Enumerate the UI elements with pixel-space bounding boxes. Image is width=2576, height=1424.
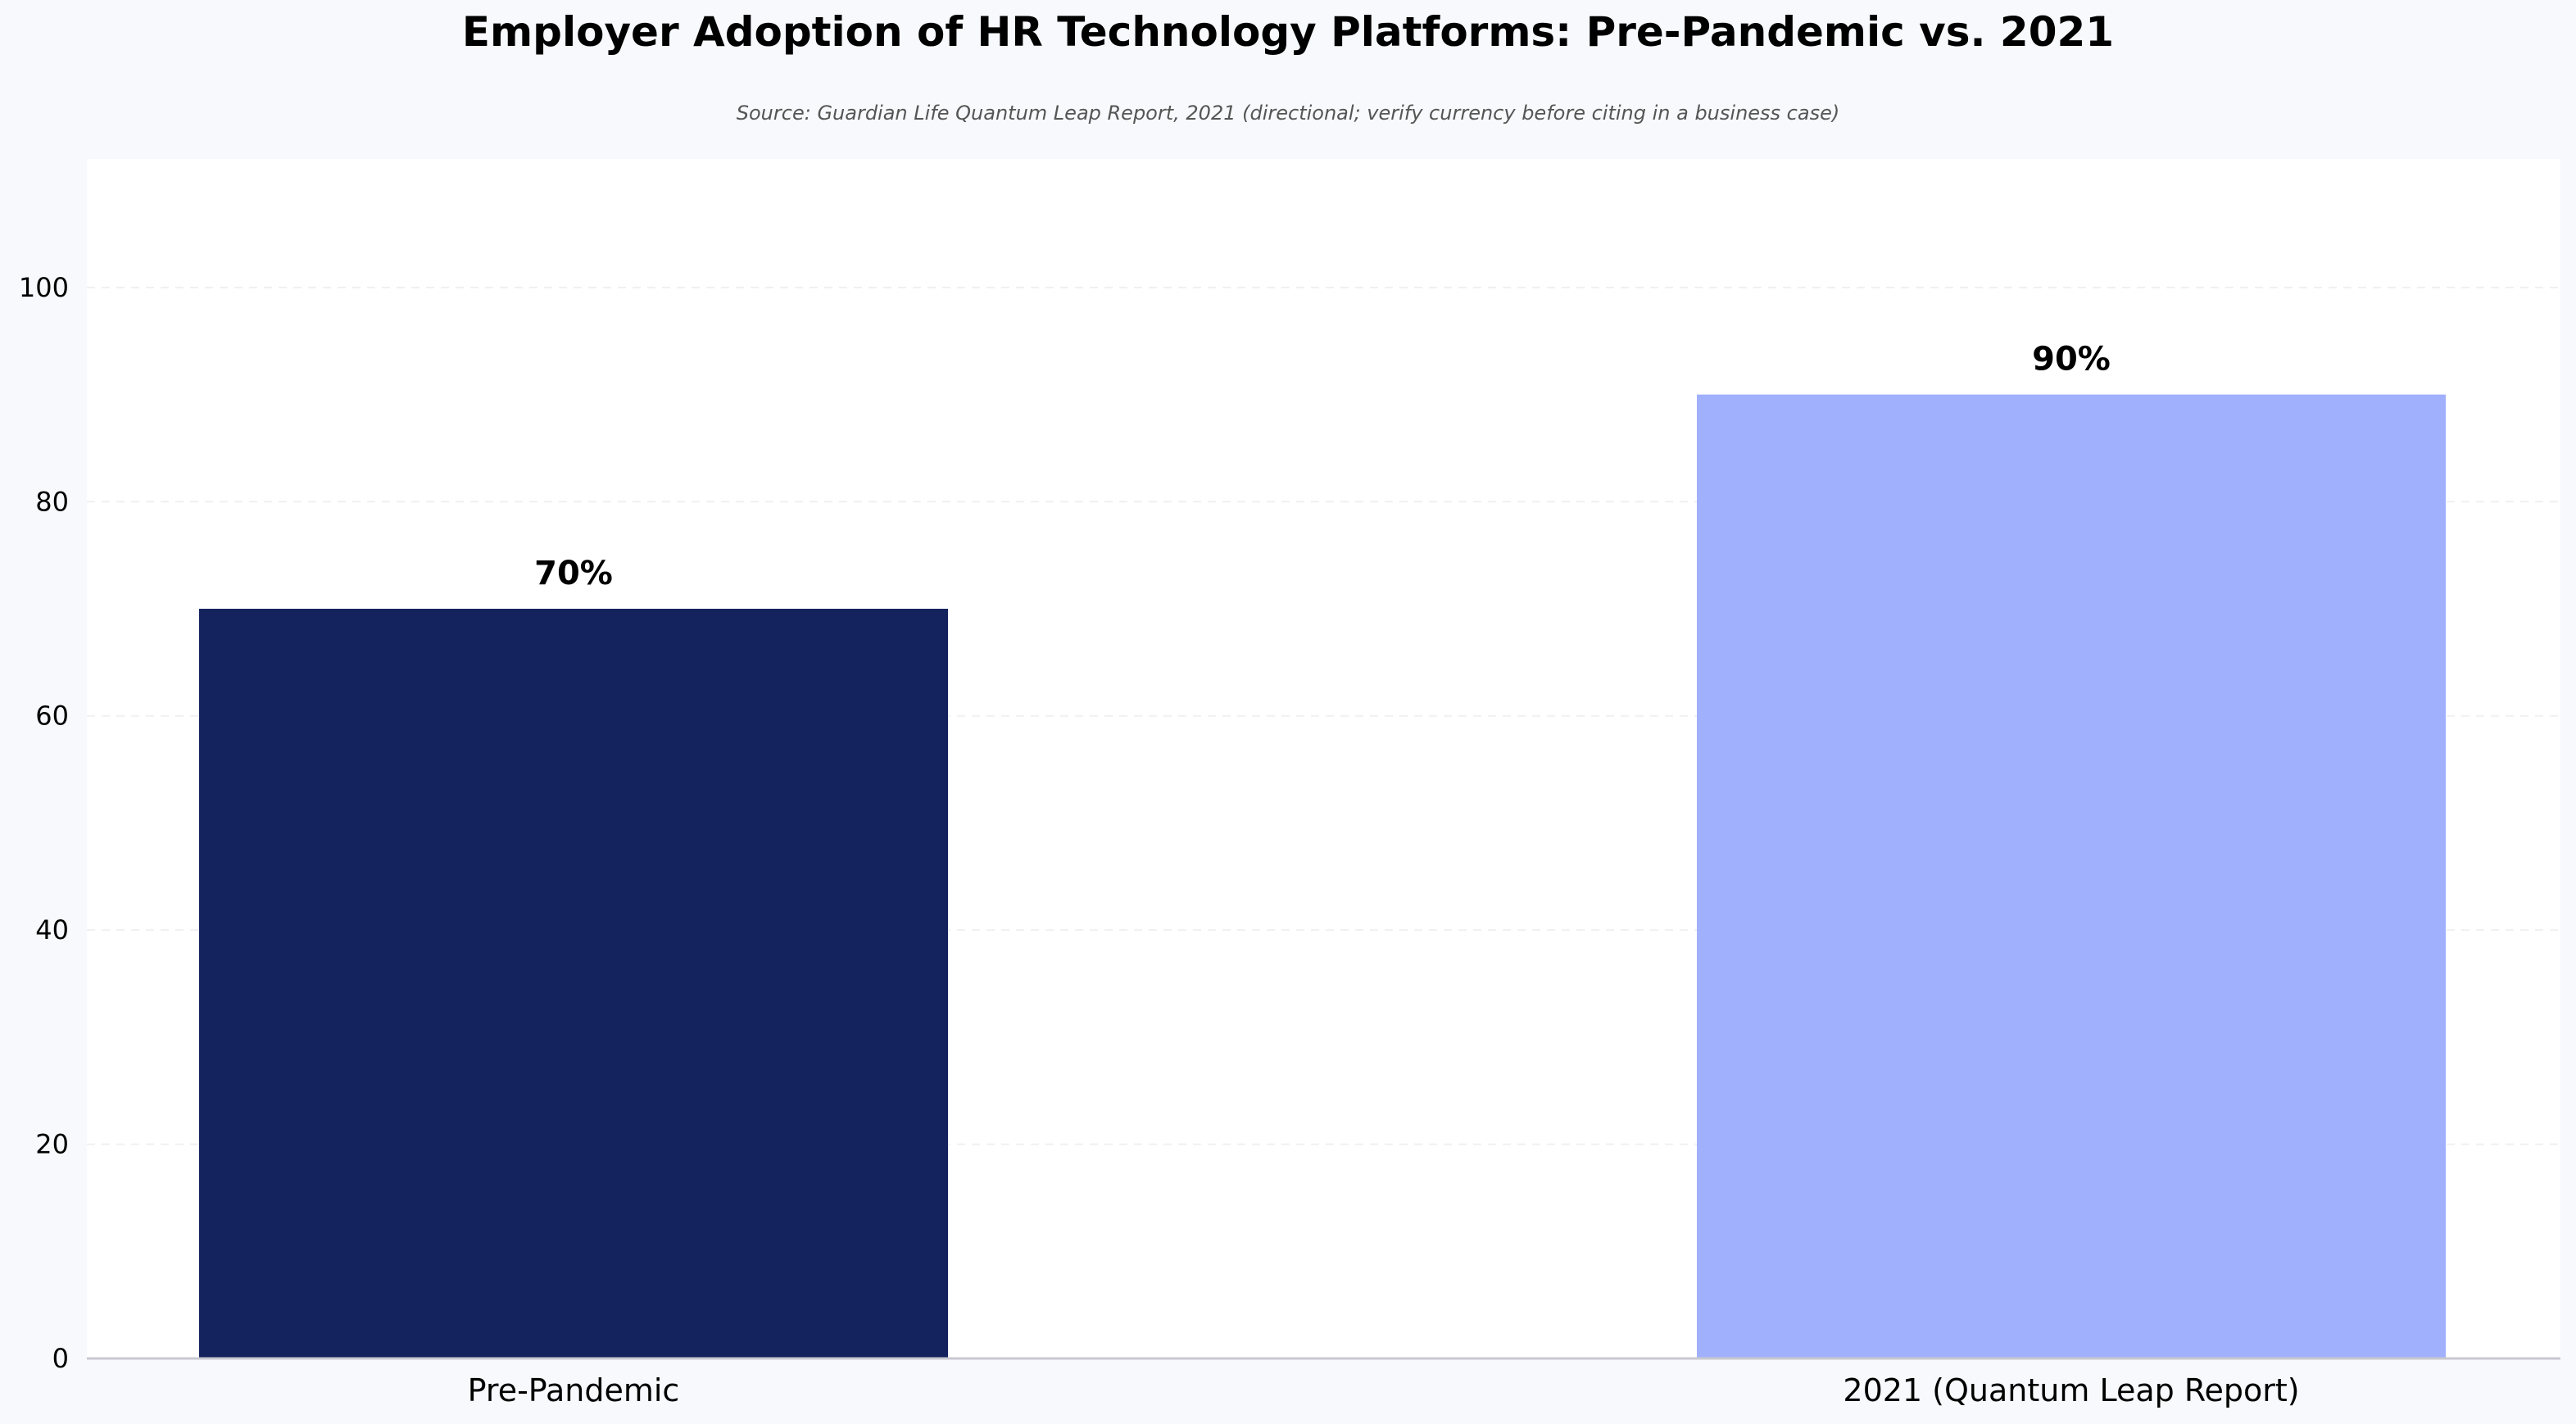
y-tick-label: 0	[52, 1343, 69, 1374]
bar	[1697, 394, 2446, 1359]
bar	[199, 609, 948, 1358]
chart-subtitle: Source: Guardian Life Quantum Leap Repor…	[736, 102, 1840, 125]
data-labels: 70% 90%	[534, 341, 2111, 592]
x-tick-label: Pre-Pandemic	[468, 1372, 680, 1408]
y-tick-label: 20	[35, 1129, 69, 1160]
y-tick-label: 80	[35, 486, 69, 517]
y-tick-label: 60	[35, 701, 69, 732]
y-tick-label: 100	[19, 272, 69, 303]
chart-title: Employer Adoption of HR Technology Platf…	[461, 8, 2115, 56]
y-tick-label: 40	[35, 914, 69, 946]
data-label: 70%	[534, 555, 613, 592]
x-tick-label: 2021 (Quantum Leap Report)	[1843, 1372, 2299, 1408]
x-axis: Pre-Pandemic 2021 (Quantum Leap Report)	[468, 1372, 2300, 1408]
data-label: 90%	[2032, 341, 2111, 379]
y-axis: 0 20 40 60 80 100	[19, 272, 69, 1374]
bars	[199, 394, 2446, 1359]
